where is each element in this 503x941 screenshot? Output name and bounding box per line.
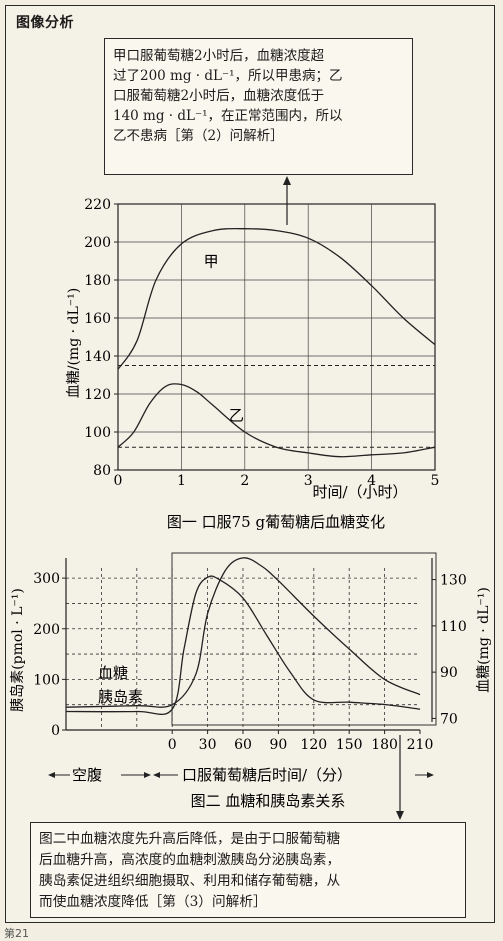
left-tick-label: 300 [33,571,60,587]
x-axis-label: 口服葡萄糖后时间/（分） [182,766,352,784]
fasting-label: 空腹 [72,766,102,784]
figure-caption: 图一 口服75 g葡萄糖后血糖变化 [167,513,385,531]
figure-caption: 图二 血糖和胰岛素关系 [191,792,346,810]
x-tick-label: 30 [199,737,217,753]
y-axis-label-right: 血糖(mg · dL⁻¹) [476,587,492,693]
annotation-box-bottom: 图二中血糖浓度先升高后降低，是由于口服葡萄糖 后血糖升高，高浓度的血糖刺激胰岛分… [30,822,466,918]
y-tick-label: 180 [84,273,111,289]
right-tick-label: 70 [440,711,458,727]
arrow-right-icon [144,772,151,778]
x-axis-label: 时间/（小时） [312,483,407,501]
arrow-left-icon [153,772,160,778]
series-line-jia [117,227,436,370]
figure-2: 0 100 200 300 70 90 110 130 0 30 60 90 120 150 180 210 血… [10,557,492,810]
series-label-blood-sugar: 血糖 [98,664,128,682]
arrow-left-icon [48,772,55,778]
annotation-line: 口服葡萄糖2小时后，血糖浓度低于 [113,88,325,104]
x-tick-label: 5 [431,473,440,489]
y-tick-label: 80 [93,463,111,479]
annotation-line: 胰岛素促进组织细胞摄取、利用和储存葡萄糖，从 [39,873,341,889]
y-tick-label: 120 [84,387,111,403]
x-tick-label: 2 [240,473,249,489]
footer-text: 第21 [4,927,29,940]
y-axis-label-left: 胰岛素(pmol · L⁻¹) [10,588,26,712]
annotation-line: 甲口服葡萄糖2小时后，血糖浓度超 [113,48,325,64]
annotation-line: 图二中血糖浓度先升高后降低，是由于口服葡萄糖 [39,831,341,847]
annotation-line: 乙不患病［第（2）问解析］ [113,128,284,144]
x-tick-label: 3 [304,473,313,489]
arrow-head-icon [283,176,291,185]
annotation-box-top: 甲口服葡萄糖2小时后，血糖浓度超 过了200 mg · dL⁻¹，所以甲患病；乙… [104,38,413,175]
x-tick-label: 210 [407,737,434,753]
x-tick-label: 150 [336,737,363,753]
y-tick-label: 220 [84,197,111,213]
series-line-blood-sugar [65,575,421,716]
x-tick-label: 60 [234,737,252,753]
x-tick-label: 4 [367,473,376,489]
series-label-yi: 乙 [229,407,244,425]
right-tick-label: 110 [440,619,467,635]
figure2-outer-box [171,552,437,726]
left-tick-label: 100 [33,672,60,688]
y-tick-label: 140 [84,349,111,365]
y-tick-label: 200 [84,235,111,251]
right-tick-label: 130 [440,573,467,589]
annotation-line: 而使血糖浓度降低［第（3）问解析］ [39,894,267,910]
series-label-jia: 甲 [204,253,219,271]
series-line-yi [117,383,436,458]
right-tick-label: 90 [440,665,458,681]
y-axis-label: 血糖/(mg · dL⁻¹) [66,288,82,399]
left-tick-label: 0 [51,723,60,739]
annotation-line: 后血糖升高，高浓度的血糖刺激胰岛分泌胰岛素， [39,852,341,868]
figure-1: 80 100 120 140 160 180 200 220 0 1 2 3 4 5 甲乙 血糖/(mg · … [66,197,439,531]
y-tick-label: 100 [84,425,111,441]
annotation-line: 140 mg · dL⁻¹，在正常范围内，所以 [113,108,343,124]
plot-area-border [117,203,436,471]
series-label-insulin: 胰岛素 [98,688,143,706]
x-tick-label: 0 [114,473,123,489]
arrow-head-icon [396,811,404,820]
left-tick-label: 200 [33,622,60,638]
series-line-insulin [65,557,421,708]
arrow-right-icon [427,772,434,778]
x-tick-label: 120 [300,737,327,753]
section-title: 图像分析 [16,15,74,31]
x-tick-label: 0 [168,737,177,753]
x-tick-label: 1 [177,473,186,489]
x-tick-label: 90 [269,737,287,753]
x-tick-label: 180 [371,737,398,753]
y-tick-label: 160 [84,311,111,327]
annotation-line: 过了200 mg · dL⁻¹，所以甲患病；乙 [113,68,343,84]
